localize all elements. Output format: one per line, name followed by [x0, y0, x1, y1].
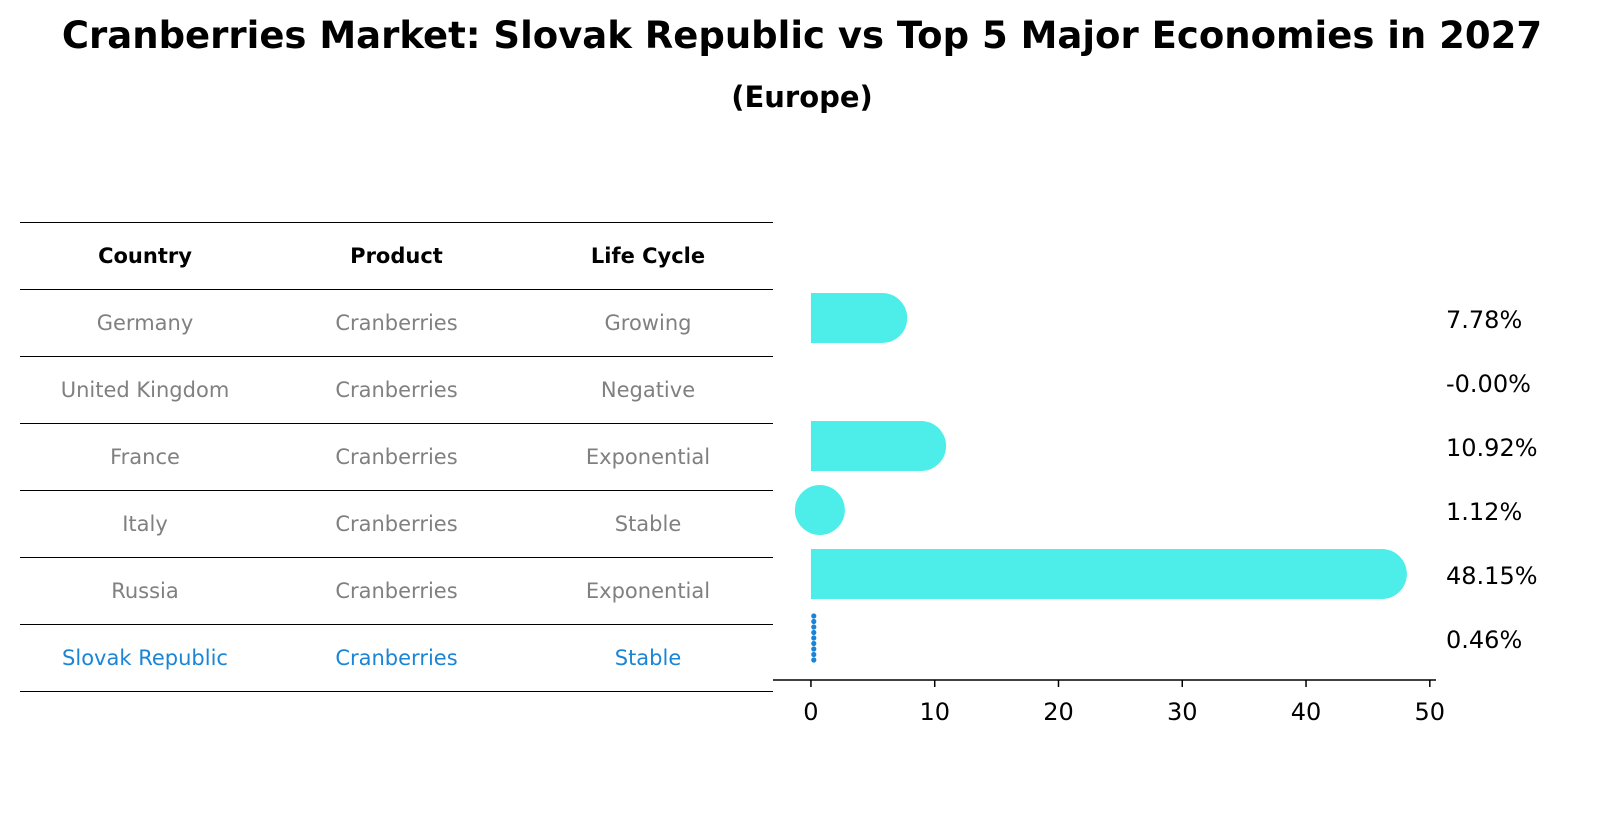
x-tick-label: 20: [1043, 698, 1074, 726]
table-row-highlighted: Slovak Republic Cranberries Stable: [20, 624, 773, 692]
bar-marker-dot: [811, 657, 817, 663]
country-cell: Italy: [122, 512, 168, 536]
value-label: 7.78%: [1446, 306, 1522, 334]
bar: [810, 293, 908, 343]
country-cell: United Kingdom: [60, 378, 230, 402]
country-cell: France: [110, 445, 180, 469]
header-country: Country: [98, 244, 192, 268]
chart-subtitle: (Europe): [731, 80, 873, 114]
growth-bar-chart: 7.78% -0.00% 10.92% 1.12% 48.15% 0.46% 0 10 20 30…: [773, 293, 1538, 726]
life-cycle-cell: Exponential: [585, 445, 711, 469]
bar: [810, 421, 947, 471]
bar-marker-dot: [811, 624, 817, 630]
product-cell: Cranberries: [335, 378, 458, 402]
country-table: Country Product Life Cycle Germany Cranb…: [20, 222, 773, 692]
life-cycle-cell: Growing: [604, 311, 692, 335]
x-tick-label: 0: [803, 698, 818, 726]
table-row: Germany Cranberries Growing: [20, 289, 773, 356]
x-tick-label: 40: [1291, 698, 1322, 726]
country-cell: Slovak Republic: [62, 646, 228, 670]
bar: [794, 485, 845, 535]
header-life-cycle: Life Cycle: [590, 244, 706, 268]
table-header-row: Country Product Life Cycle: [20, 222, 773, 289]
life-cycle-cell: Stable: [614, 512, 682, 536]
bar-marker-dot: [811, 640, 817, 647]
life-cycle-cell: Exponential: [585, 579, 711, 603]
bar-marker-dot: [811, 635, 817, 641]
value-label: 1.12%: [1446, 498, 1522, 526]
bar-marker-dot: [811, 646, 817, 652]
table-row: United Kingdom Cranberries Negative: [20, 356, 773, 423]
product-cell: Cranberries: [335, 646, 458, 670]
bar-marker-dot: [811, 651, 817, 658]
country-cell: Germany: [96, 311, 194, 335]
bar-marker-dot: [811, 618, 817, 625]
product-cell: Cranberries: [335, 311, 458, 335]
value-label: -0.00%: [1446, 370, 1531, 398]
x-tick-label: 10: [919, 698, 950, 726]
product-cell: Cranberries: [335, 512, 458, 536]
table-row: Italy Cranberries Stable: [20, 490, 773, 557]
x-tick-label: 50: [1415, 698, 1446, 726]
table-row: Russia Cranberries Exponential: [20, 557, 773, 624]
bar: [810, 549, 1407, 599]
value-label: 0.46%: [1446, 626, 1522, 654]
table-row: France Cranberries Exponential: [20, 423, 773, 490]
product-cell: Cranberries: [335, 445, 458, 469]
country-cell: Russia: [111, 579, 179, 603]
header-product: Product: [350, 244, 443, 268]
bar-marker-dot: [811, 629, 817, 636]
life-cycle-cell: Stable: [614, 646, 682, 670]
value-label: 10.92%: [1446, 434, 1538, 462]
value-label: 48.15%: [1446, 562, 1538, 590]
product-cell: Cranberries: [335, 579, 458, 603]
bar-marker-dot: [811, 613, 817, 619]
x-tick-label: 30: [1167, 698, 1198, 726]
life-cycle-cell: Negative: [600, 378, 696, 402]
chart-title: Cranberries Market: Slovak Republic vs T…: [61, 14, 1543, 57]
